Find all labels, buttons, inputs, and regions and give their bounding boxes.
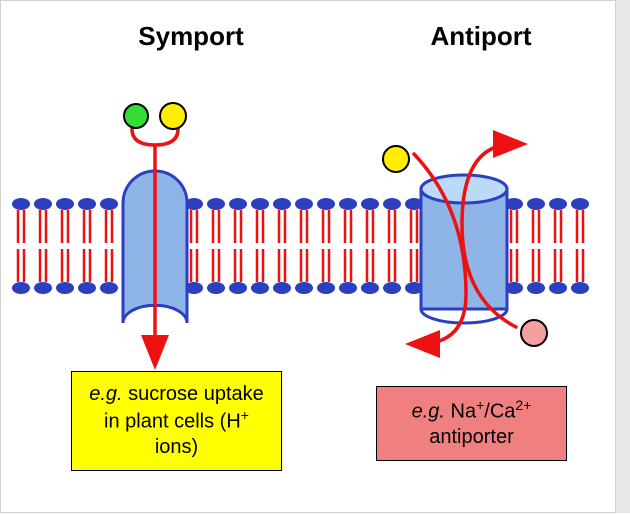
slide-edge: [616, 0, 630, 513]
eg-label: e.g.: [89, 383, 122, 405]
antiport-caption: e.g. Na+/Ca2+ antiporter: [376, 386, 567, 461]
eg-label: e.g.: [412, 401, 445, 423]
caption-tail: antiporter: [429, 426, 514, 448]
caption-text-1: Na: [445, 401, 476, 423]
caption-tail: ions): [155, 436, 198, 458]
antiport-protein-group: [383, 144, 547, 346]
symport-caption: e.g. sucrose uptake in plant cells (H+ i…: [71, 371, 282, 471]
caption-mid: /Ca: [484, 401, 515, 423]
caption-sup2: 2+: [515, 397, 531, 413]
diagram-canvas: Symport Antiport e.g. sucrose uptake in …: [0, 0, 616, 513]
caption-sup: +: [241, 407, 249, 423]
symport-protein-group: [123, 103, 187, 356]
